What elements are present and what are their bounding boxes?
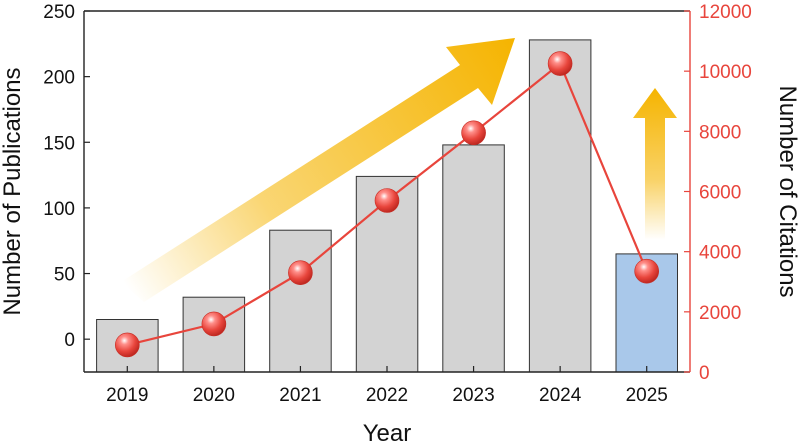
right-tick-label: 10000 <box>699 62 752 83</box>
axis-labels-layer: Year Number of Publications Number of Cita… <box>0 67 800 444</box>
right-tick-label: 4000 <box>699 243 741 264</box>
axes-layer: 0 50 100 150 200 250 0 2000 4000 6000 8000 10000 120… <box>43 2 752 406</box>
left-tick-label: 250 <box>43 2 75 23</box>
right-tick-label: 12000 <box>699 2 752 23</box>
bar-2021 <box>269 229 332 373</box>
trend-arrow-up <box>633 88 677 240</box>
left-tick-label: 150 <box>43 133 75 154</box>
right-tick-label: 2000 <box>699 303 741 324</box>
bar-2023 <box>442 144 505 373</box>
citation-point-2025 <box>634 258 660 284</box>
trend-arrow-diagonal <box>121 38 515 302</box>
left-tick-label: 0 <box>64 330 75 351</box>
x-axis-title: Year <box>363 420 412 444</box>
citations-line-layer <box>115 51 660 358</box>
left-tick-label: 100 <box>43 199 75 220</box>
left-tick-label: 200 <box>43 68 75 89</box>
citation-point-2021 <box>288 260 313 286</box>
right-tick-label: 8000 <box>699 122 741 143</box>
y-axis-title: Number of Publications <box>0 67 26 315</box>
right-tick-label: 6000 <box>699 183 741 204</box>
bar-2024 <box>528 39 592 373</box>
right-tick-label: 0 <box>699 363 710 384</box>
x-tick-label: 2022 <box>366 385 408 406</box>
x-tick-label: 2021 <box>279 385 321 406</box>
x-tick-label: 2023 <box>452 385 494 406</box>
citation-point-2024 <box>547 51 573 76</box>
citation-point-2022 <box>374 188 400 213</box>
citation-point-2023 <box>461 120 486 146</box>
citation-point-2020 <box>201 311 227 337</box>
x-tick-label: 2020 <box>193 385 235 406</box>
y2-axis-title: Number of Citations <box>774 85 800 297</box>
x-tick-label: 2019 <box>106 385 148 406</box>
left-tick-label: 50 <box>54 265 75 286</box>
citation-point-2019 <box>115 332 140 358</box>
x-tick-label: 2024 <box>539 385 582 406</box>
x-tick-label: 2025 <box>626 385 668 406</box>
bars-layer <box>96 39 678 373</box>
